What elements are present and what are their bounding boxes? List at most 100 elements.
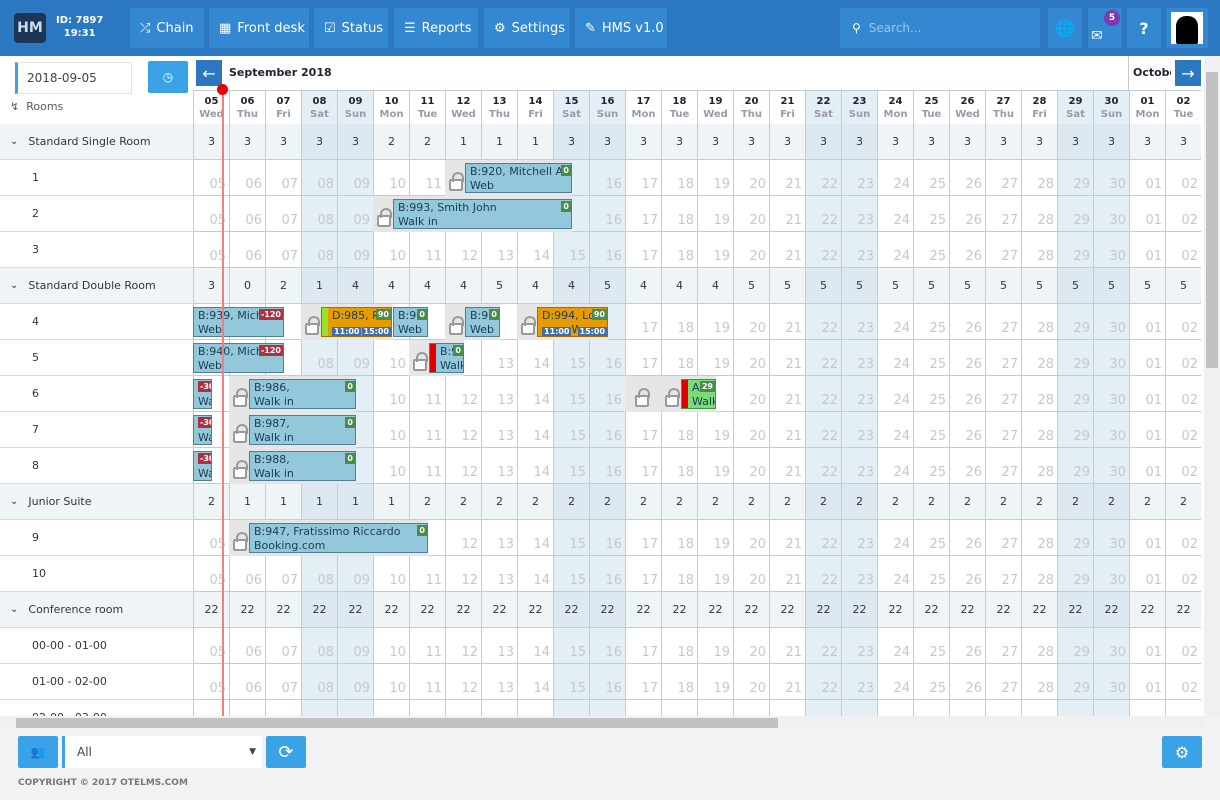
nav-hms-v1-0[interactable]: ✎ HMS v1.0 — [575, 8, 667, 48]
day-cell[interactable]: 07 — [265, 556, 301, 592]
room-type-row[interactable]: ⌄ Standard Single Room — [0, 124, 193, 160]
day-cell[interactable]: 02 — [1165, 520, 1201, 556]
day-cell[interactable]: 24 — [877, 412, 913, 448]
day-cell[interactable]: 21 — [769, 340, 805, 376]
day-cell[interactable]: 20 — [733, 664, 769, 700]
day-cell[interactable]: 01 — [1129, 628, 1165, 664]
day-cell[interactable]: 29 — [1057, 520, 1093, 556]
day-cell[interactable]: 26 — [949, 448, 985, 484]
day-cell[interactable]: 10 — [373, 556, 409, 592]
day-cell[interactable]: 23 — [841, 304, 877, 340]
date-header[interactable]: 30 Sun — [1093, 90, 1129, 124]
day-cell[interactable]: 21 — [769, 232, 805, 268]
day-cell[interactable]: 27 — [985, 412, 1021, 448]
day-cell[interactable]: 14 — [517, 376, 553, 412]
day-cell[interactable]: 06 — [229, 196, 265, 232]
day-cell[interactable]: 18 — [661, 160, 697, 196]
help-button[interactable]: ? — [1127, 8, 1161, 48]
day-cell[interactable]: 11 — [409, 160, 445, 196]
day-cell[interactable]: 17 — [625, 304, 661, 340]
day-cell[interactable]: 02 — [1165, 196, 1201, 232]
day-cell[interactable]: 12 — [445, 664, 481, 700]
day-cell[interactable]: 18 — [661, 448, 697, 484]
booking-block[interactable]: B:-30Walk in — [193, 415, 212, 445]
room-row[interactable]: 4 — [0, 304, 193, 340]
day-cell[interactable]: 02 — [1165, 448, 1201, 484]
day-cell[interactable]: 24 — [877, 556, 913, 592]
day-cell[interactable]: 25 — [913, 340, 949, 376]
day-cell[interactable]: 08 — [301, 160, 337, 196]
date-input[interactable]: 2018-09-05 — [15, 62, 132, 94]
date-header[interactable]: 22 Sat — [805, 90, 841, 124]
day-cell[interactable]: 10 — [373, 664, 409, 700]
avatar[interactable] — [1166, 8, 1208, 48]
room-row[interactable]: 10 — [0, 556, 193, 592]
day-cell[interactable]: 06 — [229, 160, 265, 196]
day-cell[interactable]: 29 — [1057, 448, 1093, 484]
day-cell[interactable]: 09 — [337, 664, 373, 700]
day-cell[interactable]: 15 — [553, 700, 589, 716]
day-cell[interactable]: 25 — [913, 412, 949, 448]
day-cell[interactable]: 18 — [661, 628, 697, 664]
day-cell[interactable]: 17 — [625, 520, 661, 556]
day-cell[interactable]: 29 — [1057, 304, 1093, 340]
day-cell[interactable]: 10 — [373, 160, 409, 196]
day-cell[interactable]: 28 — [1021, 700, 1057, 716]
room-row[interactable]: 9 — [0, 520, 193, 556]
day-cell[interactable]: 14 — [517, 448, 553, 484]
day-cell[interactable]: 17 — [625, 340, 661, 376]
booking-block[interactable]: B:9930Web — [393, 307, 428, 337]
day-cell[interactable]: 19 — [697, 448, 733, 484]
day-cell[interactable]: 11 — [409, 412, 445, 448]
date-header[interactable]: 26 Wed — [949, 90, 985, 124]
day-cell[interactable]: 09 — [337, 556, 373, 592]
chevron-down-icon[interactable]: ⌄ — [10, 496, 19, 507]
date-header[interactable]: 29 Sat — [1057, 90, 1093, 124]
day-cell[interactable]: 12 — [445, 376, 481, 412]
day-cell[interactable]: 28 — [1021, 556, 1057, 592]
day-cell[interactable]: 20 — [733, 340, 769, 376]
day-cell[interactable]: 16 — [589, 160, 625, 196]
room-row[interactable]: 1 — [0, 160, 193, 196]
day-cell[interactable]: 11 — [409, 232, 445, 268]
day-cell[interactable]: 29 — [1057, 376, 1093, 412]
day-cell[interactable]: 18 — [661, 664, 697, 700]
day-cell[interactable]: 13 — [481, 556, 517, 592]
day-cell[interactable]: 12 — [445, 448, 481, 484]
room-filter-select[interactable]: All ▼ — [62, 736, 262, 768]
day-cell[interactable]: 29 — [1057, 664, 1093, 700]
vertical-scrollbar[interactable] — [1204, 56, 1220, 716]
day-cell[interactable]: 06 — [229, 556, 265, 592]
day-cell[interactable]: 16 — [589, 448, 625, 484]
day-cell[interactable]: 10 — [373, 232, 409, 268]
day-cell[interactable]: 18 — [661, 700, 697, 716]
day-cell[interactable]: 13 — [481, 376, 517, 412]
day-cell[interactable]: 18 — [661, 556, 697, 592]
day-cell[interactable]: 07 — [265, 664, 301, 700]
day-cell[interactable]: 21 — [769, 520, 805, 556]
booking-block[interactable]: B:9890Web — [465, 307, 500, 337]
day-cell[interactable]: 02 — [1165, 628, 1201, 664]
date-header[interactable]: 23 Sun — [841, 90, 877, 124]
day-cell[interactable]: 02 — [1165, 304, 1201, 340]
day-cell[interactable]: 10 — [373, 376, 409, 412]
day-cell[interactable]: 22 — [805, 160, 841, 196]
day-cell[interactable]: 09 — [337, 232, 373, 268]
chevron-down-icon[interactable]: ⌄ — [10, 604, 19, 615]
day-cell[interactable]: 26 — [949, 196, 985, 232]
day-cell[interactable]: 17 — [625, 556, 661, 592]
day-cell[interactable]: 16 — [589, 556, 625, 592]
day-cell[interactable]: 12 — [445, 628, 481, 664]
day-cell[interactable]: 05 — [193, 556, 229, 592]
day-cell[interactable]: 07 — [265, 160, 301, 196]
day-cell[interactable]: 21 — [769, 196, 805, 232]
room-row[interactable]: 7 — [0, 412, 193, 448]
day-cell[interactable]: 25 — [913, 232, 949, 268]
day-cell[interactable]: 10 — [373, 700, 409, 716]
refresh-button[interactable]: ⟳ — [266, 736, 306, 768]
room-row[interactable]: 3 — [0, 232, 193, 268]
day-cell[interactable]: 25 — [913, 196, 949, 232]
day-cell[interactable]: 28 — [1021, 304, 1057, 340]
day-cell[interactable]: 26 — [949, 412, 985, 448]
day-cell[interactable]: 30 — [1093, 196, 1129, 232]
